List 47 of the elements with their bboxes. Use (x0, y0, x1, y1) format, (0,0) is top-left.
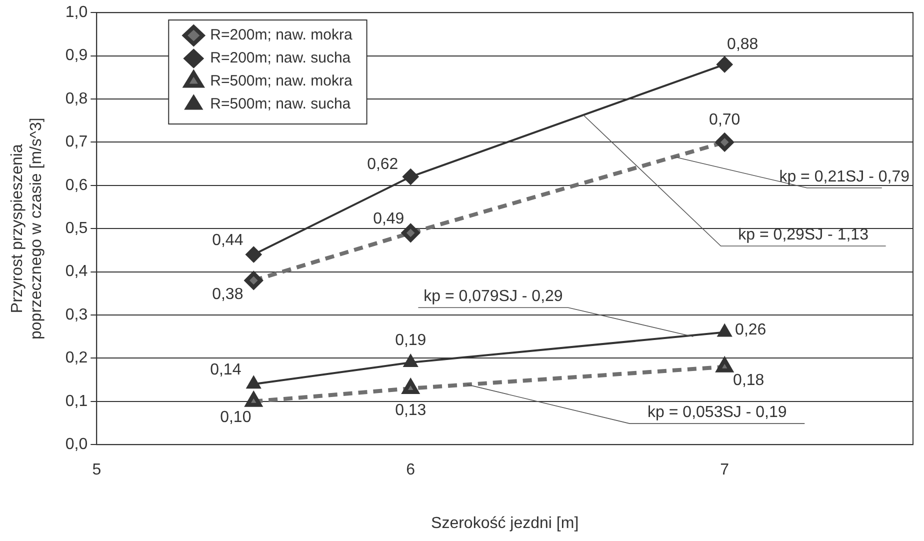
y-tick-label: 0,1 (65, 392, 88, 410)
y-tick-label: 0,0 (65, 436, 88, 454)
data-label: 0,38 (212, 286, 244, 303)
annotation: kp = 0,053SJ - 0,19 (648, 404, 787, 421)
point (402, 379, 419, 394)
point (718, 324, 732, 337)
data-label: 0,44 (212, 232, 244, 249)
y-tick-label: 0,3 (65, 306, 88, 324)
x-tick-label: 7 (720, 462, 730, 479)
data-label: 0,88 (727, 36, 758, 53)
data-label: 0,13 (395, 402, 426, 419)
x-tick-label: 6 (406, 462, 416, 479)
legend-label: R=200m; naw. sucha (210, 50, 352, 67)
y-tick-label: 0,7 (65, 134, 88, 151)
point (716, 358, 733, 372)
x-axis-title: Szerokość jezdni [m] (431, 514, 579, 532)
point (404, 354, 418, 368)
point (244, 271, 263, 290)
y-tick-label: 0,8 (65, 90, 88, 108)
data-label: 0,19 (395, 332, 426, 349)
data-label: 0,49 (373, 210, 404, 228)
y-tick-label: 0,5 (65, 220, 88, 238)
legend-label: R=500m; naw. mokra (210, 72, 353, 90)
point (716, 56, 733, 72)
y-tick-label: 0,4 (65, 263, 88, 280)
legend-label: R=500m; naw. sucha (210, 96, 352, 113)
data-label: 0,62 (367, 156, 398, 174)
y-tick-label: 1,0 (65, 4, 88, 22)
y-axis-title: Przyrost przyspieszenia poprzecznego w czasie [m/s^3] (9, 118, 46, 340)
annotation: kp = 0,079SJ - 0,29 (424, 288, 563, 306)
data-label: 0,14 (210, 362, 242, 379)
point (402, 224, 420, 242)
point (716, 133, 734, 152)
y-tick-label: 0,2 (65, 350, 88, 367)
x-tick-label: 5 (92, 462, 102, 479)
point (246, 376, 261, 389)
point (246, 246, 262, 263)
point (246, 392, 262, 407)
annotation: kp = 0,21SJ - 0,79 (779, 168, 910, 186)
data-label: 0,10 (220, 408, 252, 426)
data-label: 0,18 (733, 372, 764, 390)
point (402, 168, 419, 185)
data-label: 0,70 (709, 112, 740, 129)
data-label: 0,26 (735, 322, 766, 339)
y-tick-label: 0,9 (65, 47, 88, 64)
legend-label: R=200m; naw. mokra (210, 26, 353, 44)
y-tick-label: 0,6 (65, 176, 88, 194)
